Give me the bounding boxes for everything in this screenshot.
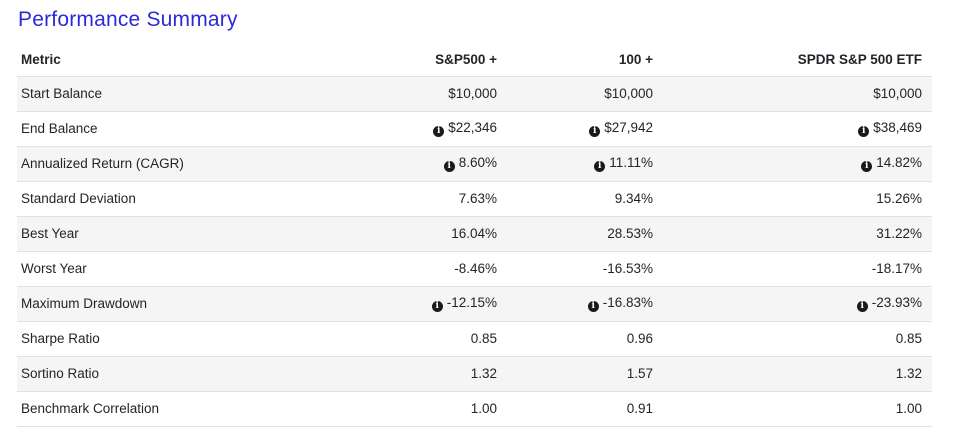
table-row: Best Year 16.04% 28.53% 31.22%	[17, 216, 932, 252]
info-circle-icon[interactable]: i	[858, 126, 870, 137]
value-text: 28.53%	[607, 226, 653, 241]
table-body: Start Balance $10,000 $10,000 $10,000 End Ba…	[17, 76, 932, 427]
table-row: Benchmark Correlation 1.00 0.91 1.00	[17, 391, 932, 427]
metric-label: Standard Deviation	[17, 181, 337, 217]
value-cell-sp500-plus: 0.85	[337, 321, 507, 357]
info-circle-icon[interactable]: i	[443, 161, 455, 172]
value-cell-100-plus: 28.53%	[507, 216, 663, 252]
value-text: -18.17%	[871, 261, 922, 276]
info-circle-icon[interactable]: i	[594, 161, 606, 172]
metric-label: Sortino Ratio	[17, 356, 337, 392]
value-text: 1.32	[470, 366, 497, 381]
page-title: Performance Summary	[18, 8, 238, 31]
table-row: Sortino Ratio 1.32 1.57 1.32	[17, 356, 932, 392]
value-cell-spdr-etf: 0.85	[663, 321, 932, 357]
value-cell-spdr-etf: 1.32	[663, 356, 932, 392]
value-cell-spdr-etf: i $38,469	[663, 111, 932, 147]
value-cell-spdr-etf: i 14.82%	[663, 146, 932, 182]
value-text: 11.11%	[609, 155, 653, 170]
value-text: 1.57	[626, 366, 653, 381]
metric-label: Benchmark Correlation	[17, 391, 337, 427]
value-cell-sp500-plus: 16.04%	[337, 216, 507, 252]
value-cell-100-plus: 1.57	[507, 356, 663, 392]
value-text: 1.00	[895, 401, 922, 416]
value-text: $22,346	[448, 120, 497, 135]
info-circle-icon[interactable]: i	[587, 301, 599, 312]
value-cell-100-plus: i -16.83%	[507, 286, 663, 322]
value-cell-100-plus: i $27,942	[507, 111, 663, 147]
table-row: Maximum Drawdown i -12.15% i -16.83% i -23.93%	[17, 286, 932, 322]
table-row: Standard Deviation 7.63% 9.34% 15.26%	[17, 181, 932, 217]
value-text: 0.96	[626, 331, 653, 346]
value-text: 14.82%	[876, 155, 922, 170]
column-header-sp500-plus: S&P500 +	[337, 44, 507, 77]
value-cell-sp500-plus: $10,000	[337, 76, 507, 112]
value-text: 0.85	[470, 331, 497, 346]
column-header-spdr-etf: SPDR S&P 500 ETF	[663, 44, 932, 77]
value-cell-sp500-plus: -8.46%	[337, 251, 507, 287]
info-circle-icon[interactable]: i	[861, 161, 873, 172]
info-circle-icon[interactable]: i	[431, 301, 443, 312]
value-text: 8.60%	[458, 155, 497, 170]
value-text: -16.83%	[602, 295, 653, 310]
value-text: $10,000	[448, 86, 497, 101]
value-cell-sp500-plus: i $22,346	[337, 111, 507, 147]
metric-label: Worst Year	[17, 251, 337, 287]
table-row: Annualized Return (CAGR) i 8.60% i 11.11% i 14…	[17, 146, 932, 182]
value-text: -23.93%	[871, 295, 922, 310]
value-cell-sp500-plus: 1.32	[337, 356, 507, 392]
info-circle-icon[interactable]: i	[589, 126, 601, 137]
table-row: Start Balance $10,000 $10,000 $10,000	[17, 76, 932, 112]
table-row: Worst Year -8.46% -16.53% -18.17%	[17, 251, 932, 287]
info-circle-icon[interactable]: i	[433, 126, 445, 137]
value-cell-100-plus: -16.53%	[507, 251, 663, 287]
metric-label: Sharpe Ratio	[17, 321, 337, 357]
value-text: 9.34%	[614, 191, 653, 206]
table-row: End Balance i $22,346 i $27,942 i $38,469	[17, 111, 932, 147]
value-text: $38,469	[873, 120, 922, 135]
value-cell-spdr-etf: 15.26%	[663, 181, 932, 217]
column-header-100-plus: 100 +	[507, 44, 663, 77]
value-cell-spdr-etf: 1.00	[663, 391, 932, 427]
value-cell-100-plus: 0.96	[507, 321, 663, 357]
value-cell-sp500-plus: 1.00	[337, 391, 507, 427]
value-text: $10,000	[873, 86, 922, 101]
value-cell-spdr-etf: i -23.93%	[663, 286, 932, 322]
value-text: 16.04%	[451, 226, 497, 241]
value-text: $10,000	[604, 86, 653, 101]
value-text: -16.53%	[602, 261, 653, 276]
metric-label: Maximum Drawdown	[17, 286, 337, 322]
value-cell-spdr-etf: $10,000	[663, 76, 932, 112]
value-text: -12.15%	[446, 295, 497, 310]
value-text: 31.22%	[876, 226, 922, 241]
metric-label: Start Balance	[17, 76, 337, 112]
value-text: $27,942	[604, 120, 653, 135]
table-header-row: Metric S&P500 + 100 + SPDR S&P 500 ETF	[17, 44, 932, 77]
value-text: 0.85	[895, 331, 922, 346]
value-cell-100-plus: $10,000	[507, 76, 663, 112]
value-cell-sp500-plus: i -12.15%	[337, 286, 507, 322]
value-cell-sp500-plus: 7.63%	[337, 181, 507, 217]
table-row: Sharpe Ratio 0.85 0.96 0.85	[17, 321, 932, 357]
value-cell-spdr-etf: 31.22%	[663, 216, 932, 252]
value-text: 1.00	[470, 401, 497, 416]
value-cell-spdr-etf: -18.17%	[663, 251, 932, 287]
metric-label: Best Year	[17, 216, 337, 252]
column-header-metric: Metric	[17, 44, 337, 77]
value-cell-sp500-plus: i 8.60%	[337, 146, 507, 182]
performance-summary-table: Metric S&P500 + 100 + SPDR S&P 500 ETF S…	[17, 44, 932, 427]
value-text: -8.46%	[454, 261, 497, 276]
value-text: 1.32	[895, 366, 922, 381]
value-cell-100-plus: 0.91	[507, 391, 663, 427]
info-circle-icon[interactable]: i	[856, 301, 868, 312]
value-text: 15.26%	[876, 191, 922, 206]
value-cell-100-plus: 9.34%	[507, 181, 663, 217]
metric-label: Annualized Return (CAGR)	[17, 146, 337, 182]
value-text: 7.63%	[458, 191, 497, 206]
value-text: 0.91	[626, 401, 653, 416]
value-cell-100-plus: i 11.11%	[507, 146, 663, 182]
metric-label: End Balance	[17, 111, 337, 147]
